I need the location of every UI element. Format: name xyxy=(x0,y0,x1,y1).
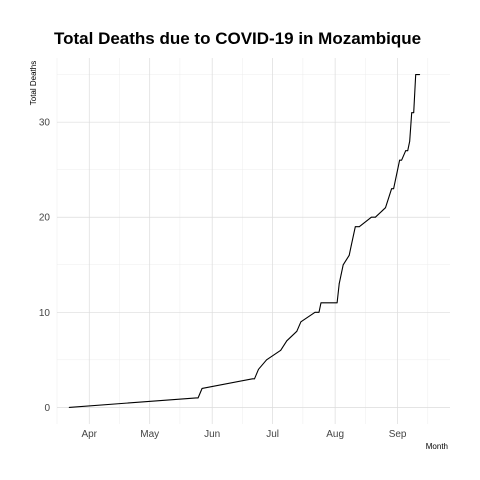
data-point xyxy=(405,150,407,152)
y-tick-label: 10 xyxy=(39,308,51,319)
data-point xyxy=(258,368,259,370)
data-point xyxy=(371,216,372,218)
data-point xyxy=(348,254,350,256)
data-point xyxy=(280,349,282,351)
y-tick-label: 0 xyxy=(44,403,50,414)
data-point xyxy=(195,397,197,399)
data-point xyxy=(413,112,415,114)
data-point xyxy=(407,150,409,152)
data-point xyxy=(340,273,342,275)
data-point xyxy=(336,302,338,304)
data-point xyxy=(401,159,403,161)
data-point xyxy=(393,188,394,190)
data-point xyxy=(322,302,324,304)
x-tick-label: Aug xyxy=(326,429,344,440)
x-tick-label: Sep xyxy=(389,429,407,440)
data-point xyxy=(419,74,421,76)
data-point xyxy=(358,226,360,228)
data-point xyxy=(254,378,255,380)
data-point xyxy=(397,169,398,171)
grid xyxy=(56,58,450,424)
data-point xyxy=(391,188,392,190)
data-point xyxy=(399,159,401,161)
data-point xyxy=(300,321,302,323)
data-point xyxy=(286,340,288,342)
data-point xyxy=(415,74,417,76)
data-point xyxy=(385,207,386,209)
y-tick-label: 30 xyxy=(39,118,51,129)
data-point xyxy=(266,359,267,361)
data-point xyxy=(342,264,344,266)
tick-labels: Apr May Jun Jul Aug Sep 0 10 20 30 xyxy=(39,118,407,440)
x-tick-label: Apr xyxy=(81,429,97,440)
data-point xyxy=(320,302,322,304)
data-point xyxy=(68,406,70,408)
data-point xyxy=(314,311,316,313)
data-point xyxy=(409,140,411,142)
y-axis-title: Total Deaths xyxy=(29,61,38,105)
x-tick-label: Jul xyxy=(266,429,279,440)
data-point xyxy=(350,245,352,247)
data-point xyxy=(411,112,413,114)
x-tick-label: May xyxy=(140,429,159,440)
data-point xyxy=(201,387,203,389)
series-line xyxy=(69,74,420,408)
data-point xyxy=(417,74,419,76)
series-layer xyxy=(68,74,421,408)
x-axis-title: Month xyxy=(426,442,448,451)
data-point xyxy=(318,311,320,313)
x-tick-label: Jun xyxy=(204,429,220,440)
data-point xyxy=(354,226,356,228)
chart-title: Total Deaths due to COVID-19 in Mozambiq… xyxy=(54,29,421,48)
data-point xyxy=(252,378,253,380)
data-point xyxy=(375,216,376,218)
data-point xyxy=(296,330,298,332)
data-point xyxy=(338,283,340,285)
data-point xyxy=(197,397,199,399)
y-tick-label: 20 xyxy=(39,213,51,224)
